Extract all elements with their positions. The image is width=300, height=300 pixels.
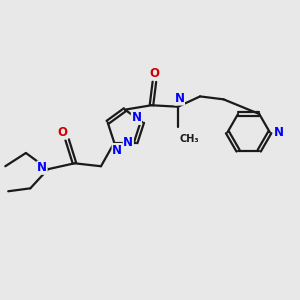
- Text: N: N: [123, 136, 133, 149]
- Text: N: N: [274, 126, 284, 139]
- Text: O: O: [149, 67, 159, 80]
- Text: N: N: [131, 111, 141, 124]
- Text: N: N: [112, 143, 122, 157]
- Text: N: N: [37, 161, 47, 174]
- Text: O: O: [58, 126, 68, 139]
- Text: N: N: [174, 92, 184, 105]
- Text: CH₃: CH₃: [179, 134, 199, 144]
